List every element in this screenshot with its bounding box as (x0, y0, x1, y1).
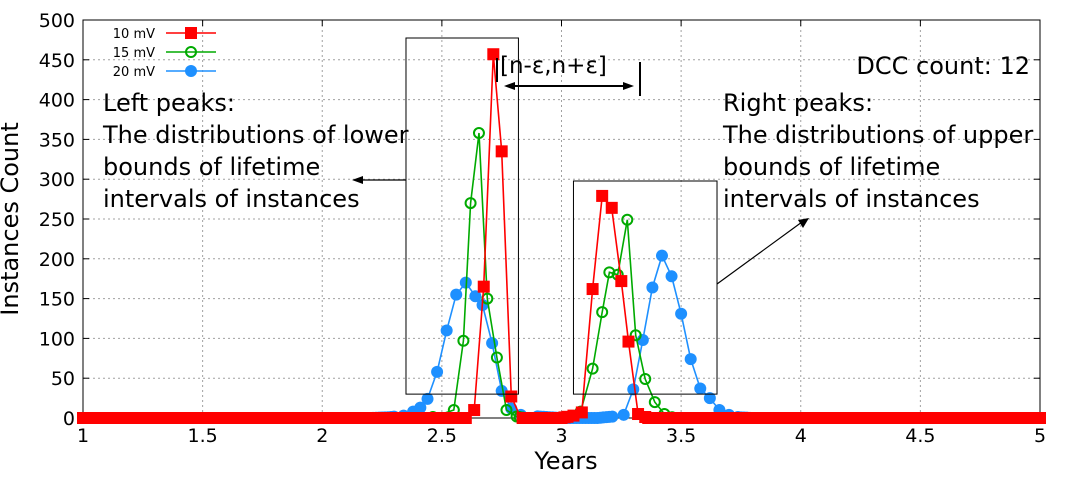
data-point (575, 406, 588, 419)
data-point (703, 392, 716, 405)
interval-label: [n-ε,n+ε] (500, 53, 607, 79)
series-0 (77, 48, 1046, 424)
data-point (639, 372, 652, 385)
data-point (606, 410, 619, 423)
data-point (694, 382, 707, 395)
data-point (617, 408, 630, 421)
y-tick-label: 0 (63, 408, 75, 430)
y-tick-label: 300 (39, 169, 75, 191)
data-point (495, 145, 508, 158)
data-point (505, 390, 518, 403)
y-tick-label: 200 (39, 249, 75, 271)
x-tick-label: 4.5 (905, 425, 935, 447)
data-point (684, 353, 697, 366)
data-point (596, 306, 609, 319)
y-tick-label: 100 (39, 328, 75, 350)
legend: 10 mV 15 mV 20 mV (113, 27, 216, 80)
data-point (185, 46, 197, 58)
series-layer (77, 48, 1046, 424)
left-peaks-line: bounds of lifetime (103, 153, 320, 181)
data-point (1034, 412, 1046, 424)
data-point (596, 189, 609, 202)
y-tick-label: 500 (39, 10, 75, 32)
right-peaks-title: Right peaks: (723, 89, 873, 117)
x-tick-label: 1.5 (188, 425, 218, 447)
x-tick-label: 2 (316, 425, 328, 447)
data-point (665, 270, 678, 283)
data-point (469, 290, 482, 303)
right-peaks-line: bounds of lifetime (723, 153, 940, 181)
right-peaks-arrow (716, 221, 803, 285)
data-point (468, 404, 481, 417)
y-tick-label: 400 (39, 90, 75, 112)
x-tick-label: 5 (1034, 425, 1046, 447)
data-point (603, 266, 616, 279)
data-point (486, 337, 499, 350)
data-point (490, 351, 503, 364)
y-axis-title: Instances Count (0, 122, 24, 316)
y-tick-label: 450 (39, 50, 75, 72)
right-peaks-box (572, 180, 718, 395)
left-peaks-title: Left peaks: (103, 89, 235, 117)
data-point (414, 401, 427, 414)
legend-label: 20 mV (113, 65, 155, 80)
x-tick-label: 4 (795, 425, 807, 447)
data-point (629, 329, 642, 342)
y-tick-label: 350 (39, 129, 75, 151)
right-peaks-line: The distributions of upper (722, 121, 1033, 149)
left-peaks-box (405, 37, 519, 395)
data-point (477, 280, 490, 293)
right-peaks-line: intervals of instances (723, 185, 980, 213)
data-point (487, 48, 500, 61)
left-peaks-line: The distributions of lower (102, 121, 409, 149)
left-peaks-line: intervals of instances (103, 185, 360, 213)
data-point (421, 392, 434, 405)
interval-arrowhead-left (504, 82, 515, 90)
x-tick-label: 3 (555, 425, 567, 447)
legend-label: 15 mV (113, 46, 155, 61)
data-point (605, 201, 618, 214)
legend-label: 10 mV (113, 27, 155, 42)
right-peaks-arrowhead (798, 218, 809, 228)
data-point (622, 335, 635, 348)
data-point (648, 396, 661, 409)
data-point (500, 404, 513, 417)
y-tick-label: 250 (39, 209, 75, 231)
y-tick-label: 150 (39, 289, 75, 311)
y-tick-label: 50 (51, 368, 75, 390)
data-point (185, 65, 197, 77)
data-point (440, 324, 453, 337)
data-point (457, 334, 470, 347)
data-point (464, 197, 477, 210)
data-point (621, 213, 634, 226)
dcc-count-label: DCC count: 12 (856, 52, 1030, 80)
data-point (615, 275, 628, 288)
x-axis-title: Years (533, 447, 597, 475)
data-point (655, 249, 668, 262)
annotations: [n-ε,n+ε] DCC count: 12 Left peaks: The … (102, 37, 1033, 395)
left-peaks-arrowhead (352, 176, 363, 184)
data-point (431, 365, 444, 378)
data-point (632, 408, 645, 421)
data-point (185, 27, 197, 39)
data-point (646, 281, 659, 294)
x-tick-label: 1 (77, 425, 89, 447)
data-point (472, 127, 485, 140)
axis-ticks: 1 1.5 2 2.5 3 3.5 4 4.5 505010015020025030035040… (39, 10, 1046, 447)
data-point (586, 283, 599, 296)
x-tick-label: 2.5 (427, 425, 457, 447)
x-tick-label: 3.5 (666, 425, 696, 447)
data-point (627, 383, 640, 396)
interval-arrowhead-right (623, 82, 634, 90)
data-point (675, 307, 688, 320)
data-point (450, 288, 463, 301)
data-point (586, 362, 599, 375)
